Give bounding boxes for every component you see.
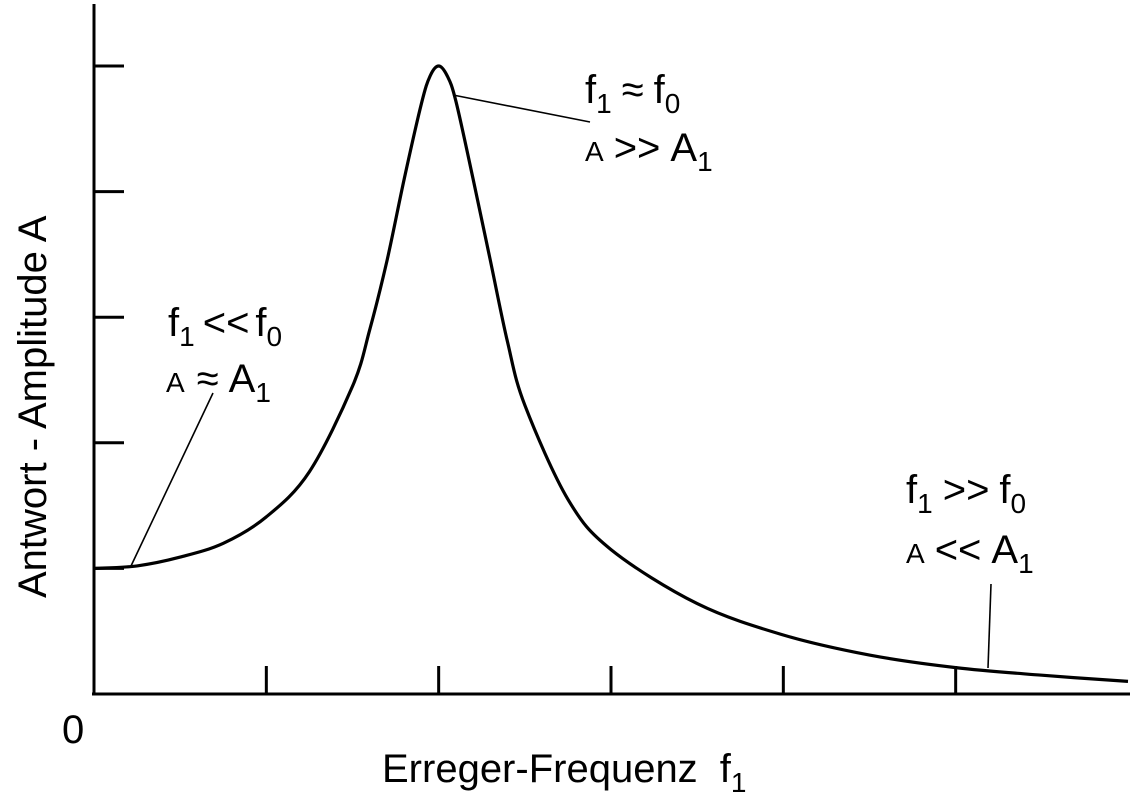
origin-label: 0 [62, 708, 84, 752]
annotation-resonance-line1: f1 ≈ f0 [585, 68, 680, 119]
annotation-resonance-line2: A >> A1 [585, 126, 713, 177]
y-axis-label: Antwort - Amplitude A [11, 215, 55, 598]
x-axis-label: Erreger-Frequenz f1 [382, 747, 746, 798]
annotation-pointer-low [130, 392, 214, 567]
annotation-pointer-resonance [452, 94, 591, 123]
annotation-low-line2: A ≈ A1 [166, 357, 271, 408]
annotation-pointer-high [987, 583, 992, 669]
response-curve [93, 64, 1129, 683]
annotation-high-line2: A << A1 [906, 528, 1034, 579]
annotation-high-line1: f1 >> f0 [906, 468, 1026, 519]
annotation-low-line1: f1 << f0 [168, 301, 282, 352]
